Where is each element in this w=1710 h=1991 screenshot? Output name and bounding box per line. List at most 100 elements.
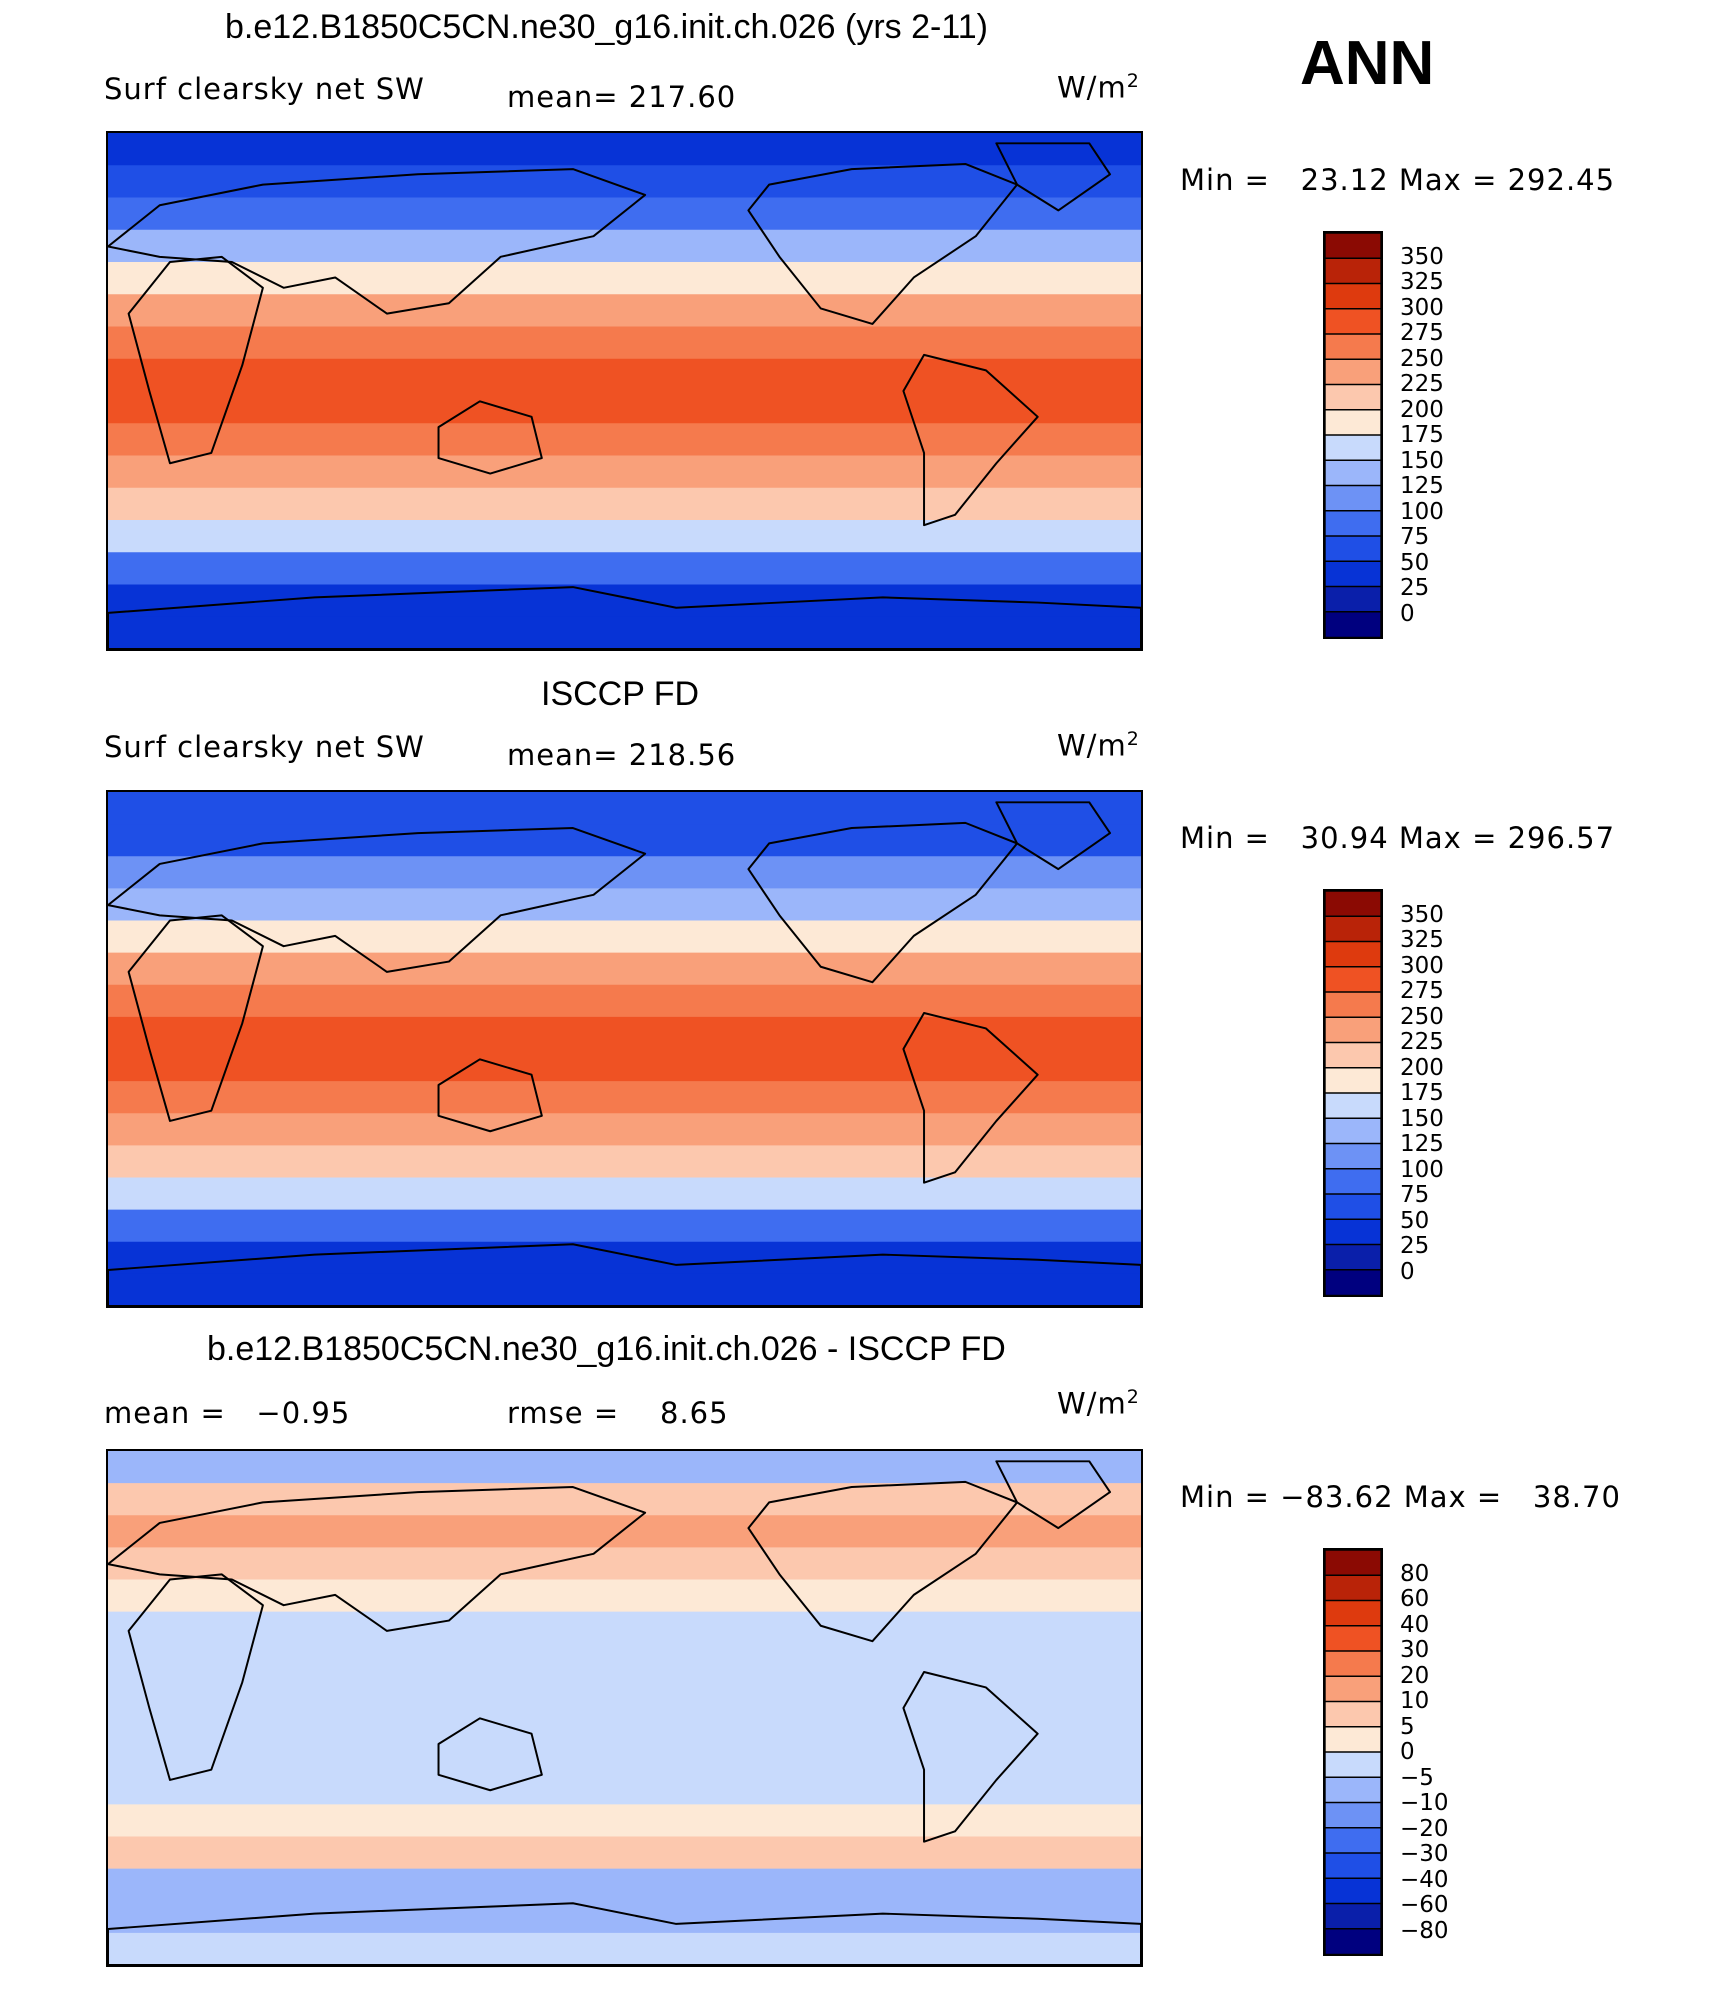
panel3-colorbar-tick-label: 80 [1400,1560,1430,1587]
panel3-map-coastline [437,1717,543,1792]
panel1-colorbar-tick-label: 100 [1400,498,1444,525]
panel3-colorbar-tick-label: −5 [1400,1764,1434,1791]
panel2-colorbar-box [1325,891,1381,918]
panel3-map-band [108,1547,1141,1581]
panel2-map-coastline [108,1243,1141,1306]
panel1-max-label: Max = [1398,163,1498,197]
panel3-units-exp: 2 [1126,1386,1140,1408]
panel2-mean-label: mean= [507,738,629,772]
panel2-map-band [108,920,1141,954]
panel2-colorbar-tick-label: 125 [1400,1131,1444,1157]
panel1-colorbar-box [1325,560,1381,588]
panel3-colorbar-box [1325,1827,1381,1855]
panel3-colorbar-box [1325,1625,1381,1653]
panel3-min-label: Min = [1180,1480,1270,1514]
panel2-colorbar-tick-label: 275 [1400,978,1444,1004]
panel3-map-coastline [108,1902,1141,1965]
panel1-title: b.e12.B1850C5CN.ne30_g16.init.ch.026 (yr… [225,8,988,46]
panel2-map-svg [108,792,1141,1306]
panel2-min-label: Min = [1180,821,1270,855]
panel1-colorbar-box [1325,434,1381,462]
panel3-mean-label: mean = [104,1396,226,1430]
panel3-colorbar-tick-label: −10 [1400,1790,1449,1816]
panel3-colorbar-svg [1325,1550,1381,1954]
panel2-mean-value: 218.56 [628,738,737,772]
panel1-colorbar-box [1325,484,1381,512]
panel2-colorbar-tick-label: 225 [1400,1029,1444,1055]
panel2-colorbar-tick-label: 325 [1400,927,1444,953]
panel1-colorbar-box [1325,308,1381,336]
panel2-colorbar-tick-label: 175 [1400,1080,1444,1106]
panel2-minmax: Min = 30.94 Max = 296.57 [1180,821,1615,855]
panel3-colorbar-tick-label: 40 [1400,1611,1430,1638]
panel2-map-coastline [437,1058,543,1133]
panel2-colorbar-box [1325,1041,1381,1069]
panel2-colorbar-box [1325,1269,1381,1295]
panel2-mean: mean= 218.56 [507,738,736,772]
panel3-colorbar-box [1325,1776,1381,1804]
panel2-title: ISCCP FD [541,675,700,713]
panel1-variable: Surf clearsky net SW [104,72,425,106]
panel1-colorbar-box [1325,233,1381,260]
panel3-colorbar-tick-label: −30 [1400,1841,1449,1867]
panel1-colorbar-tick-label: 150 [1400,447,1444,474]
panel2-units-base: W/m [1057,728,1127,763]
panel1-map-coastline [108,586,1141,649]
panel2-max-value: 296.57 [1507,821,1616,855]
panel2-colorbar-box [1325,915,1381,943]
panel3-minmax: Min = −83.62 Max = 38.70 [1180,1480,1621,1514]
panel1-mean-label: mean= [507,80,629,114]
panel3-colorbar-box [1325,1852,1381,1880]
panel3-rmse-value: 8.65 [660,1396,729,1430]
panel2-colorbar-box [1325,1016,1381,1044]
panel3-map-coastline [747,1480,1019,1643]
panel3-colorbar-box [1325,1928,1381,1954]
panel1-colorbar-tick-label: 25 [1400,575,1430,601]
panel3-colorbar-box [1325,1675,1381,1703]
panel1-colorbar-box [1325,409,1381,437]
panel3-units: W/m2 [1057,1386,1140,1421]
panel1-mean: mean= 217.60 [507,80,736,114]
panel1-colorbar-box [1325,358,1381,386]
panel2-units: W/m2 [1057,728,1140,763]
panel3-rmse-label: rmse = [507,1396,620,1430]
panel1-map-svg [108,133,1141,649]
panel1-map-coastline [747,162,1019,325]
panel1-map-coastline [127,255,264,465]
panel1-colorbar-box [1325,257,1381,285]
panel2-colorbar-tick-label: 200 [1400,1054,1444,1081]
panel1-colorbar-box [1325,611,1381,637]
panel3-colorbar-box [1325,1751,1381,1779]
panel2-map-band [108,1113,1141,1146]
panel3-map-band [108,1451,1141,1484]
panel1-colorbar-box [1325,459,1381,487]
panel1-colorbar-box [1325,535,1381,563]
panel2-colorbar-box [1325,1092,1381,1120]
panel1-map-band [108,423,1141,457]
panel1-units-base: W/m [1057,70,1127,105]
panel3-colorbar-tick-label: 10 [1400,1688,1430,1714]
panel3-map-band [108,1708,1141,1741]
panel1-colorbar-tick-label: 350 [1400,243,1444,270]
panel3-colorbar-tick-label: −20 [1400,1815,1449,1842]
panel1-colorbar-tick-label: 175 [1400,422,1444,448]
panel2-map [106,790,1143,1308]
panel3-units-base: W/m [1057,1386,1127,1421]
panel1-map-band [108,326,1141,360]
panel3-colorbar-box [1325,1599,1381,1627]
panel3-max-value: 38.70 [1532,1480,1621,1514]
panel2-colorbar-box [1325,1168,1381,1196]
panel3-rmse: rmse = 8.65 [507,1396,729,1430]
panel1-colorbar-tick-label: 325 [1400,269,1444,295]
panel3-map-band [108,1675,1141,1709]
panel1-colorbar-tick-label: 200 [1400,396,1444,423]
panel3-colorbar-box [1325,1801,1381,1829]
panel1-colorbar-tick-label: 300 [1400,294,1444,321]
panel3-map-svg [108,1451,1141,1965]
panel2-map-coastline [747,821,1019,984]
panel2-map-coastline [127,914,264,1122]
panel1-map-coastline [108,168,647,315]
panel2-map-band [108,792,1141,825]
panel3-colorbar-tick-label: 0 [1400,1739,1415,1765]
panel2-colorbar-tick-label: 100 [1400,1156,1444,1183]
